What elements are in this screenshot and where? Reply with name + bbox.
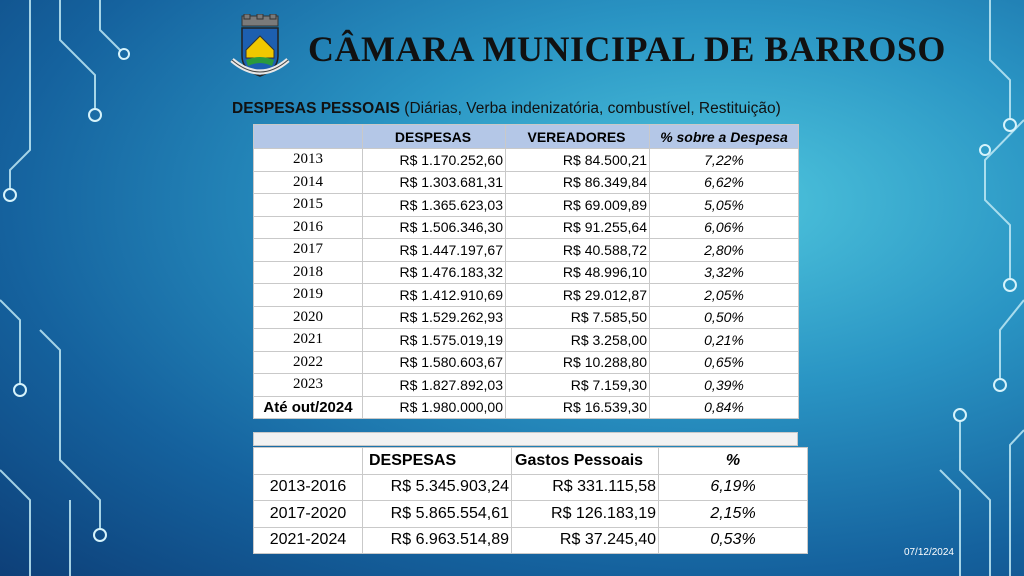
cell-vereadores: R$ 331.115,58: [511, 473, 659, 501]
cell-period: 2013-2016: [253, 473, 363, 501]
cell-vereadores: R$ 48.996,10: [505, 260, 650, 284]
cell-despesas: R$ 1.980.000,00: [362, 395, 506, 419]
table-header-row: DESPESAS Gastos Pessoais %: [253, 447, 808, 475]
cell-vereadores: R$ 91.255,64: [505, 215, 650, 239]
cell-vereadores: R$ 16.539,30: [505, 395, 650, 419]
cell-percent: 6,62%: [649, 170, 799, 194]
cell-period: 2014: [253, 170, 363, 194]
cell-percent: 0,65%: [649, 350, 799, 374]
cell-vereadores: R$ 84.500,21: [505, 148, 650, 172]
table-subtitle: DESPESAS PESSOAIS (Diárias, Verba indeni…: [232, 100, 781, 118]
header-gastos-pessoais: Gastos Pessoais: [511, 447, 659, 475]
table-row: 2022 R$ 1.580.603,67 R$ 10.288,80 0,65%: [253, 350, 799, 374]
cell-vereadores: R$ 29.012,87: [505, 283, 650, 307]
table-row: 2021 R$ 1.575.019,19 R$ 3.258,00 0,21%: [253, 328, 799, 352]
cell-despesas: R$ 1.506.346,30: [362, 215, 506, 239]
cell-period: Até out/2024: [253, 395, 363, 419]
header-period: [253, 447, 363, 475]
cell-despesas: R$ 1.476.183,32: [362, 260, 506, 284]
cell-despesas: R$ 1.303.681,31: [362, 170, 506, 194]
header-vereadores: VEREADORES: [505, 124, 650, 149]
table-row: 2019 R$ 1.412.910,69 R$ 29.012,87 2,05%: [253, 283, 799, 307]
cell-period: 2018: [253, 260, 363, 284]
cell-period: 2013: [253, 148, 363, 172]
cell-despesas: R$ 1.580.603,67: [362, 350, 506, 374]
table-row: 2015 R$ 1.365.623,03 R$ 69.009,89 5,05%: [253, 193, 799, 217]
cell-percent: 3,32%: [649, 260, 799, 284]
cell-vereadores: R$ 10.288,80: [505, 350, 650, 374]
cell-percent: 6,19%: [658, 473, 808, 501]
cell-despesas: R$ 1.365.623,03: [362, 193, 506, 217]
cell-despesas: R$ 1.447.197,67: [362, 238, 506, 262]
table-row: 2018 R$ 1.476.183,32 R$ 48.996,10 3,32%: [253, 260, 799, 284]
cell-despesas: R$ 1.412.910,69: [362, 283, 506, 307]
cell-vereadores: R$ 126.183,19: [511, 500, 659, 528]
cell-vereadores: R$ 69.009,89: [505, 193, 650, 217]
cell-period: 2023: [253, 373, 363, 397]
cell-period: 2022: [253, 350, 363, 374]
cell-vereadores: R$ 7.585,50: [505, 305, 650, 329]
table-row: 2014 R$ 1.303.681,31 R$ 86.349,84 6,62%: [253, 170, 799, 194]
cell-despesas: R$ 1.170.252,60: [362, 148, 506, 172]
subtitle-main: DESPESAS PESSOAIS: [232, 100, 400, 117]
cell-percent: 0,84%: [649, 395, 799, 419]
cell-vereadores: R$ 37.245,40: [511, 526, 659, 554]
cell-despesas: R$ 5.865.554,61: [362, 500, 512, 528]
slide-date: 07/12/2024: [903, 547, 954, 558]
cell-percent: 2,05%: [649, 283, 799, 307]
cell-period: 2016: [253, 215, 363, 239]
table-row: 2017 R$ 1.447.197,67 R$ 40.588,72 2,80%: [253, 238, 799, 262]
cell-period: 2021-2024: [253, 526, 363, 554]
table-row: 2020 R$ 1.529.262,93 R$ 7.585,50 0,50%: [253, 305, 799, 329]
cell-percent: 2,80%: [649, 238, 799, 262]
table-row: 2017-2020 R$ 5.865.554,61 R$ 126.183,19 2,1…: [253, 500, 808, 528]
cell-vereadores: R$ 3.258,00: [505, 328, 650, 352]
cell-despesas: R$ 6.963.514,89: [362, 526, 512, 554]
cell-percent: 6,06%: [649, 215, 799, 239]
table-row: 2013 R$ 1.170.252,60 R$ 84.500,21 7,22%: [253, 148, 799, 172]
page-title: CÂMARA MUNICIPAL DE BARROSO: [308, 29, 946, 69]
table-spacer: [253, 432, 798, 446]
table-row: Até out/2024 R$ 1.980.000,00 R$ 16.539,30 0…: [253, 395, 799, 419]
cell-period: 2020: [253, 305, 363, 329]
table-row: 2013-2016 R$ 5.345.903,24 R$ 331.115,58 6,1…: [253, 473, 808, 501]
header-percent: % sobre a Despesa: [649, 124, 799, 149]
cell-percent: 5,05%: [649, 193, 799, 217]
table-row: 2023 R$ 1.827.892,03 R$ 7.159,30 0,39%: [253, 373, 799, 397]
cell-percent: 0,39%: [649, 373, 799, 397]
cell-despesas: R$ 1.575.019,19: [362, 328, 506, 352]
cell-percent: 0,21%: [649, 328, 799, 352]
municipal-crest-icon: [230, 14, 290, 77]
cell-percent: 7,22%: [649, 148, 799, 172]
cell-period: 2017: [253, 238, 363, 262]
cell-period: 2021: [253, 328, 363, 352]
cell-period: 2019: [253, 283, 363, 307]
cell-despesas: R$ 5.345.903,24: [362, 473, 512, 501]
cell-percent: 0,53%: [658, 526, 808, 554]
cell-percent: 2,15%: [658, 500, 808, 528]
cell-despesas: R$ 1.529.262,93: [362, 305, 506, 329]
cell-despesas: R$ 1.827.892,03: [362, 373, 506, 397]
table-row: 2016 R$ 1.506.346,30 R$ 91.255,64 6,06%: [253, 215, 799, 239]
table-header-row: DESPESAS VEREADORES % sobre a Despesa: [253, 124, 799, 149]
header-despesas: DESPESAS: [362, 124, 506, 149]
table-row: 2021-2024 R$ 6.963.514,89 R$ 37.245,40 0,53…: [253, 526, 808, 554]
cell-vereadores: R$ 86.349,84: [505, 170, 650, 194]
cell-vereadores: R$ 7.159,30: [505, 373, 650, 397]
cell-period: 2017-2020: [253, 500, 363, 528]
period-summary-table: DESPESAS Gastos Pessoais % 2013-2016 R$ 5…: [253, 447, 808, 554]
cell-percent: 0,50%: [649, 305, 799, 329]
annual-expenses-table: DESPESAS VEREADORES % sobre a Despesa 20…: [253, 124, 799, 419]
cell-vereadores: R$ 40.588,72: [505, 238, 650, 262]
cell-period: 2015: [253, 193, 363, 217]
header-despesas: DESPESAS: [362, 447, 512, 475]
header-percent: %: [658, 447, 808, 475]
header-year: [253, 124, 363, 149]
subtitle-detail: (Diárias, Verba indenizatória, combustív…: [399, 100, 781, 117]
